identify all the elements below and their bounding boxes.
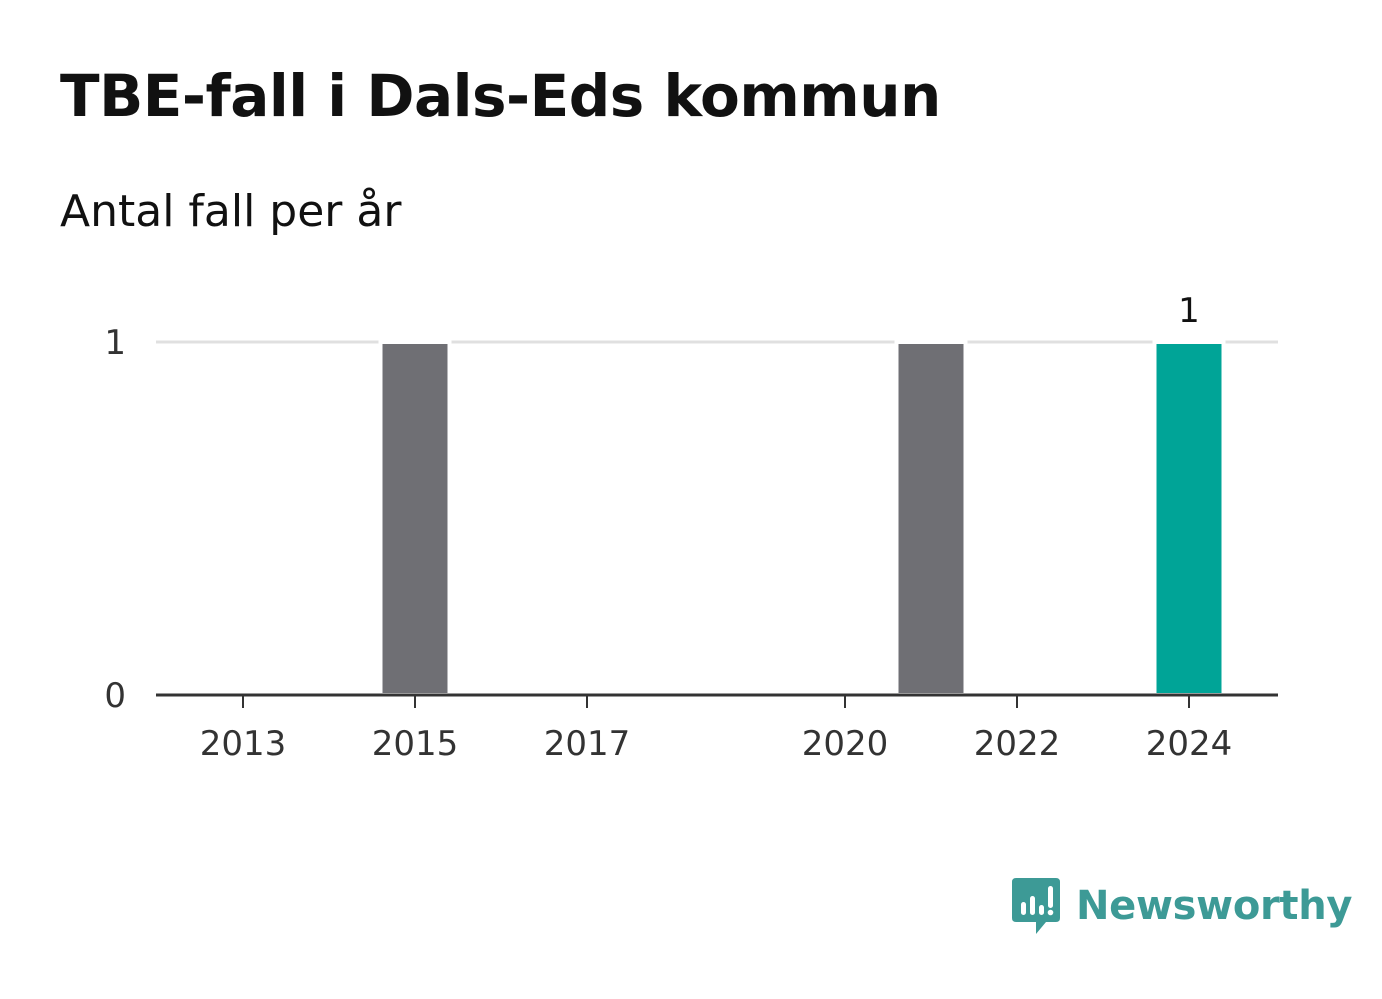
bar (1152, 340, 1226, 697)
y-tick-label: 1 (104, 323, 126, 363)
x-tick-label: 2020 (802, 724, 889, 764)
brand-name: Newsworthy (1076, 883, 1353, 929)
x-tick-label: 2015 (372, 724, 459, 764)
x-tick-label: 2017 (544, 724, 631, 764)
x-tick-label: 2013 (200, 724, 287, 764)
x-tick-label: 2024 (1146, 724, 1233, 764)
bar (894, 340, 968, 697)
newsworthy-logo-icon (1012, 878, 1060, 934)
x-tick-label: 2022 (974, 724, 1061, 764)
data-label: 1 (1178, 291, 1200, 331)
bar (378, 340, 452, 697)
brand-logo: Newsworthy (1010, 876, 1353, 936)
chart-title: TBE-fall i Dals-Eds kommun (60, 62, 941, 130)
y-tick-label: 0 (104, 676, 126, 716)
chart-subtitle: Antal fall per år (60, 186, 402, 237)
